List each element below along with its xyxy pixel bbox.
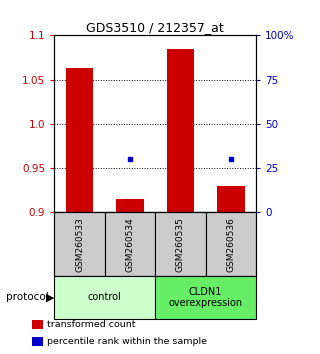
Bar	[32, 337, 43, 346]
Bar	[217, 186, 245, 212]
Text: GSM260535: GSM260535	[176, 217, 185, 272]
Bar	[155, 212, 206, 276]
Bar	[54, 212, 105, 276]
Text: transformed count: transformed count	[47, 320, 136, 330]
Text: ▶: ▶	[46, 292, 55, 302]
Bar	[116, 199, 144, 212]
Text: percentile rank within the sample: percentile rank within the sample	[47, 337, 207, 346]
Bar	[206, 212, 256, 276]
Text: GSM260533: GSM260533	[75, 217, 84, 272]
Bar	[54, 276, 155, 319]
Text: protocol: protocol	[6, 292, 49, 302]
Bar	[66, 68, 93, 212]
Bar	[105, 212, 155, 276]
Text: control: control	[88, 292, 122, 302]
Bar	[32, 320, 43, 329]
Bar	[155, 276, 256, 319]
Bar	[166, 49, 194, 212]
Text: GSM260536: GSM260536	[226, 217, 235, 272]
Title: GDS3510 / 212357_at: GDS3510 / 212357_at	[86, 21, 224, 34]
Text: GSM260534: GSM260534	[125, 217, 134, 272]
Text: CLDN1
overexpression: CLDN1 overexpression	[169, 286, 243, 308]
